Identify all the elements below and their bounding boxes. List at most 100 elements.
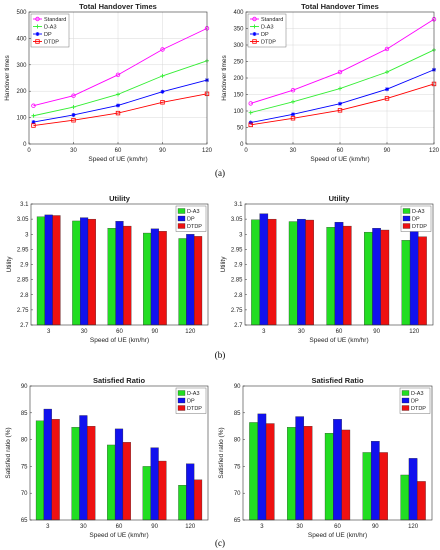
bar <box>107 444 116 521</box>
data-point <box>160 89 165 94</box>
data-point <box>384 96 390 101</box>
legend-entry: DTDP <box>411 406 426 412</box>
chart-title: Utility <box>109 194 131 203</box>
bar <box>417 481 426 521</box>
bar <box>333 419 342 521</box>
legend-entry: DP <box>412 217 420 223</box>
y-tick-label: 85 <box>21 411 28 417</box>
data-point <box>35 24 40 29</box>
data-point <box>116 92 120 97</box>
bar-chart-3: 2.7 2.75 2.8 2.85 2.9 2.95 3 3.05 3.1 3 30 60 90 120 U… <box>220 194 434 344</box>
x-tick-label: 0 <box>27 148 31 154</box>
y-tick-label: 200 <box>233 76 244 82</box>
y-tick-label: 300 <box>16 63 27 69</box>
legend-swatch <box>401 405 410 411</box>
caption-a: (a) <box>215 168 225 178</box>
data-point <box>35 16 40 22</box>
series-line <box>33 93 208 126</box>
chart-title: Satisfied Ratio <box>93 376 146 385</box>
plot-frame <box>29 385 209 521</box>
legend-entry: D-A3 <box>187 391 200 397</box>
bar <box>193 479 203 521</box>
bar <box>334 221 344 326</box>
plot-frame <box>30 203 209 326</box>
data-point <box>385 87 389 92</box>
y-tick-label: 70 <box>234 491 241 497</box>
y-tick-label: 2.95 <box>17 247 29 253</box>
data-point <box>252 24 257 29</box>
y-tick-label: 2.85 <box>231 278 243 284</box>
y-tick-label: 75 <box>21 464 28 470</box>
legend-entry: Standard <box>261 17 283 23</box>
data-point <box>35 32 40 36</box>
x-tick-label: 3 <box>46 524 50 530</box>
bar <box>401 240 411 326</box>
data-point <box>35 39 40 44</box>
y-axis-label: Handover times <box>4 54 11 100</box>
legend-entry: D-A3 <box>411 391 424 397</box>
x-tick-label: 120 <box>185 524 196 530</box>
y-tick-label: 2.7 <box>20 323 29 329</box>
x-tick-label: 90 <box>384 148 391 154</box>
chart-title: Total Handover Times <box>79 2 157 11</box>
x-tick-label: 0 <box>244 148 248 154</box>
y-tick-label: 3.05 <box>231 217 243 223</box>
chart-title: Total Handover Times <box>301 2 379 11</box>
y-tick-label: 90 <box>21 384 28 390</box>
bar <box>326 227 336 326</box>
bar <box>267 218 277 326</box>
bar <box>52 215 61 326</box>
data-point <box>290 116 296 121</box>
bar <box>408 458 418 521</box>
bar <box>257 413 267 521</box>
x-axis-label: Speed of UE (km/hr) <box>308 532 367 539</box>
data-point <box>31 120 36 125</box>
bar <box>342 225 352 326</box>
x-tick-label: 30 <box>81 329 88 335</box>
legend-swatch <box>401 397 410 404</box>
bar <box>80 217 89 326</box>
bar <box>186 234 195 326</box>
x-tick-label: 60 <box>115 148 122 154</box>
y-tick-label: 80 <box>21 438 28 444</box>
bar <box>87 426 96 521</box>
bar <box>35 420 45 521</box>
legend-swatch <box>177 397 186 404</box>
y-axis-label: Satisfied ratio (%) <box>5 427 12 478</box>
data-point <box>248 110 253 115</box>
chart-title: Utility <box>329 194 351 203</box>
bar <box>364 231 373 326</box>
data-point <box>31 123 36 128</box>
bar <box>259 213 269 326</box>
y-axis-label: Handover times <box>221 54 228 100</box>
bar <box>143 232 152 326</box>
x-tick-label: 120 <box>185 329 196 335</box>
x-tick-label: 30 <box>290 148 297 154</box>
bar <box>87 218 96 326</box>
y-tick-label: 50 <box>237 126 244 132</box>
bar <box>380 229 390 326</box>
plot-frame <box>244 203 434 326</box>
x-tick-label: 3 <box>47 329 51 335</box>
bar <box>186 463 195 521</box>
y-tick-label: 3.1 <box>234 202 243 208</box>
data-point <box>248 101 253 106</box>
data-point <box>385 70 389 75</box>
y-tick-label: 3 <box>25 232 29 238</box>
data-point <box>31 113 36 118</box>
x-tick-label: 60 <box>336 329 343 335</box>
legend-entry: D-A3 <box>261 25 274 31</box>
bar <box>79 415 88 521</box>
x-axis-label: Speed of UE (km/hr) <box>310 156 369 163</box>
x-tick-label: 3 <box>260 524 264 530</box>
y-tick-label: 0 <box>240 142 244 148</box>
bar <box>251 219 260 326</box>
bar <box>297 218 306 326</box>
bar <box>158 460 167 521</box>
y-tick-label: 150 <box>233 93 244 99</box>
legend-entry: DTDP <box>187 224 202 230</box>
y-tick-label: 3.1 <box>20 202 29 208</box>
legend-entry: DP <box>261 32 269 38</box>
data-point <box>252 32 257 36</box>
x-tick-label: 120 <box>409 329 420 335</box>
